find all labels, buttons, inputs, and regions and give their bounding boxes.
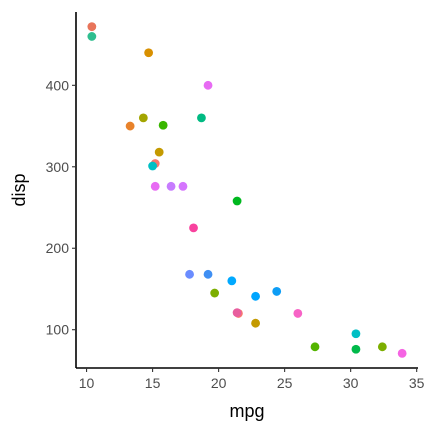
data-point bbox=[197, 113, 206, 123]
x-tick-label: 35 bbox=[409, 375, 425, 391]
data-point bbox=[232, 308, 242, 318]
data-point bbox=[166, 181, 176, 191]
points-layer bbox=[87, 22, 407, 358]
data-point bbox=[397, 348, 407, 358]
data-point bbox=[351, 344, 361, 354]
data-point bbox=[87, 22, 97, 32]
data-point bbox=[148, 161, 157, 171]
data-point bbox=[189, 223, 198, 233]
y-tick-label: 100 bbox=[46, 322, 70, 338]
data-point bbox=[227, 276, 237, 286]
x-axis-title: mpg bbox=[229, 401, 264, 421]
x-axis-ticks: 10 15 20 25 30 35 bbox=[79, 368, 425, 391]
data-point bbox=[351, 329, 361, 339]
x-tick-label: 10 bbox=[79, 375, 95, 391]
data-point bbox=[310, 342, 320, 352]
y-tick-label: 200 bbox=[46, 240, 70, 256]
x-tick-label: 20 bbox=[211, 375, 227, 391]
data-point bbox=[203, 269, 213, 279]
y-axis-title: disp bbox=[9, 173, 29, 206]
data-point bbox=[125, 121, 135, 131]
data-point bbox=[210, 288, 220, 298]
data-point bbox=[377, 342, 387, 352]
data-point bbox=[138, 113, 148, 123]
data-point bbox=[251, 318, 260, 328]
data-point bbox=[87, 32, 97, 41]
data-point bbox=[203, 80, 213, 90]
data-point bbox=[272, 287, 282, 296]
y-axis-ticks: 100 200 300 400 bbox=[46, 77, 76, 338]
data-point bbox=[144, 48, 154, 58]
x-tick-label: 30 bbox=[343, 375, 359, 391]
x-tick-label: 25 bbox=[277, 375, 293, 391]
data-point bbox=[185, 269, 194, 279]
y-tick-label: 400 bbox=[46, 77, 70, 93]
data-point bbox=[251, 291, 260, 301]
data-point bbox=[232, 196, 242, 206]
data-point bbox=[150, 181, 160, 191]
data-point bbox=[158, 120, 168, 130]
data-point bbox=[293, 309, 303, 318]
y-tick-label: 300 bbox=[46, 159, 70, 175]
data-point bbox=[154, 147, 164, 157]
x-tick-label: 15 bbox=[145, 375, 161, 391]
data-point bbox=[178, 181, 188, 191]
